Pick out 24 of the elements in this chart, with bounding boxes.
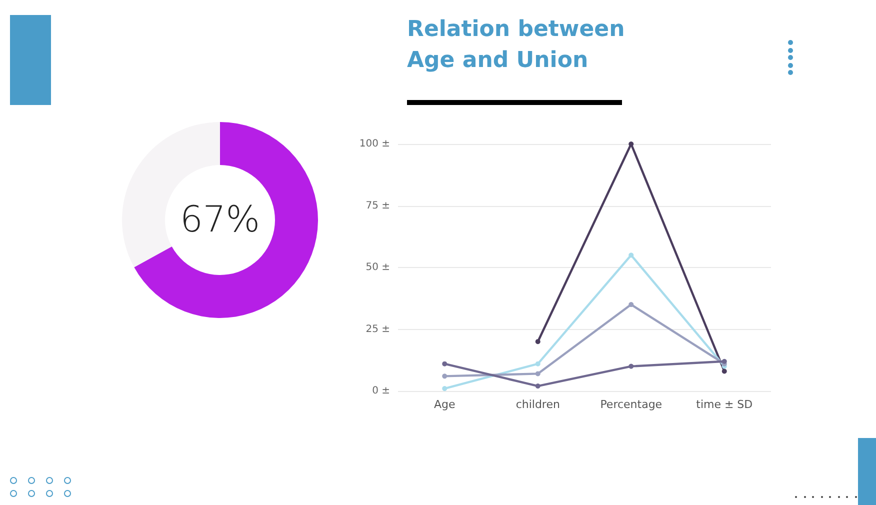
point [535, 361, 540, 366]
point [442, 361, 448, 366]
point [535, 384, 540, 389]
x-tick-label: children [516, 398, 560, 411]
point [628, 252, 634, 258]
y-tick-label: 25 ± [366, 324, 390, 335]
y-tick-label: 0 ± [372, 386, 390, 396]
y-tick-label: 50 ± [366, 262, 390, 273]
point [628, 302, 634, 308]
x-tick-label: Percentage [600, 398, 662, 411]
x-tick-label: time ± SD [696, 398, 753, 411]
point [628, 142, 634, 146]
point [442, 386, 448, 392]
point [628, 364, 634, 369]
point [722, 358, 727, 364]
point [442, 374, 448, 379]
text: 67% [180, 200, 260, 240]
point [722, 368, 727, 374]
y-tick-label: 75 ± [366, 200, 390, 212]
x-tick-label: Age [434, 398, 456, 411]
point [535, 339, 540, 344]
y-tick-label: 100 ± [359, 138, 390, 150]
chart-title: Relation between Age and Union [407, 16, 626, 75]
point [535, 371, 540, 376]
